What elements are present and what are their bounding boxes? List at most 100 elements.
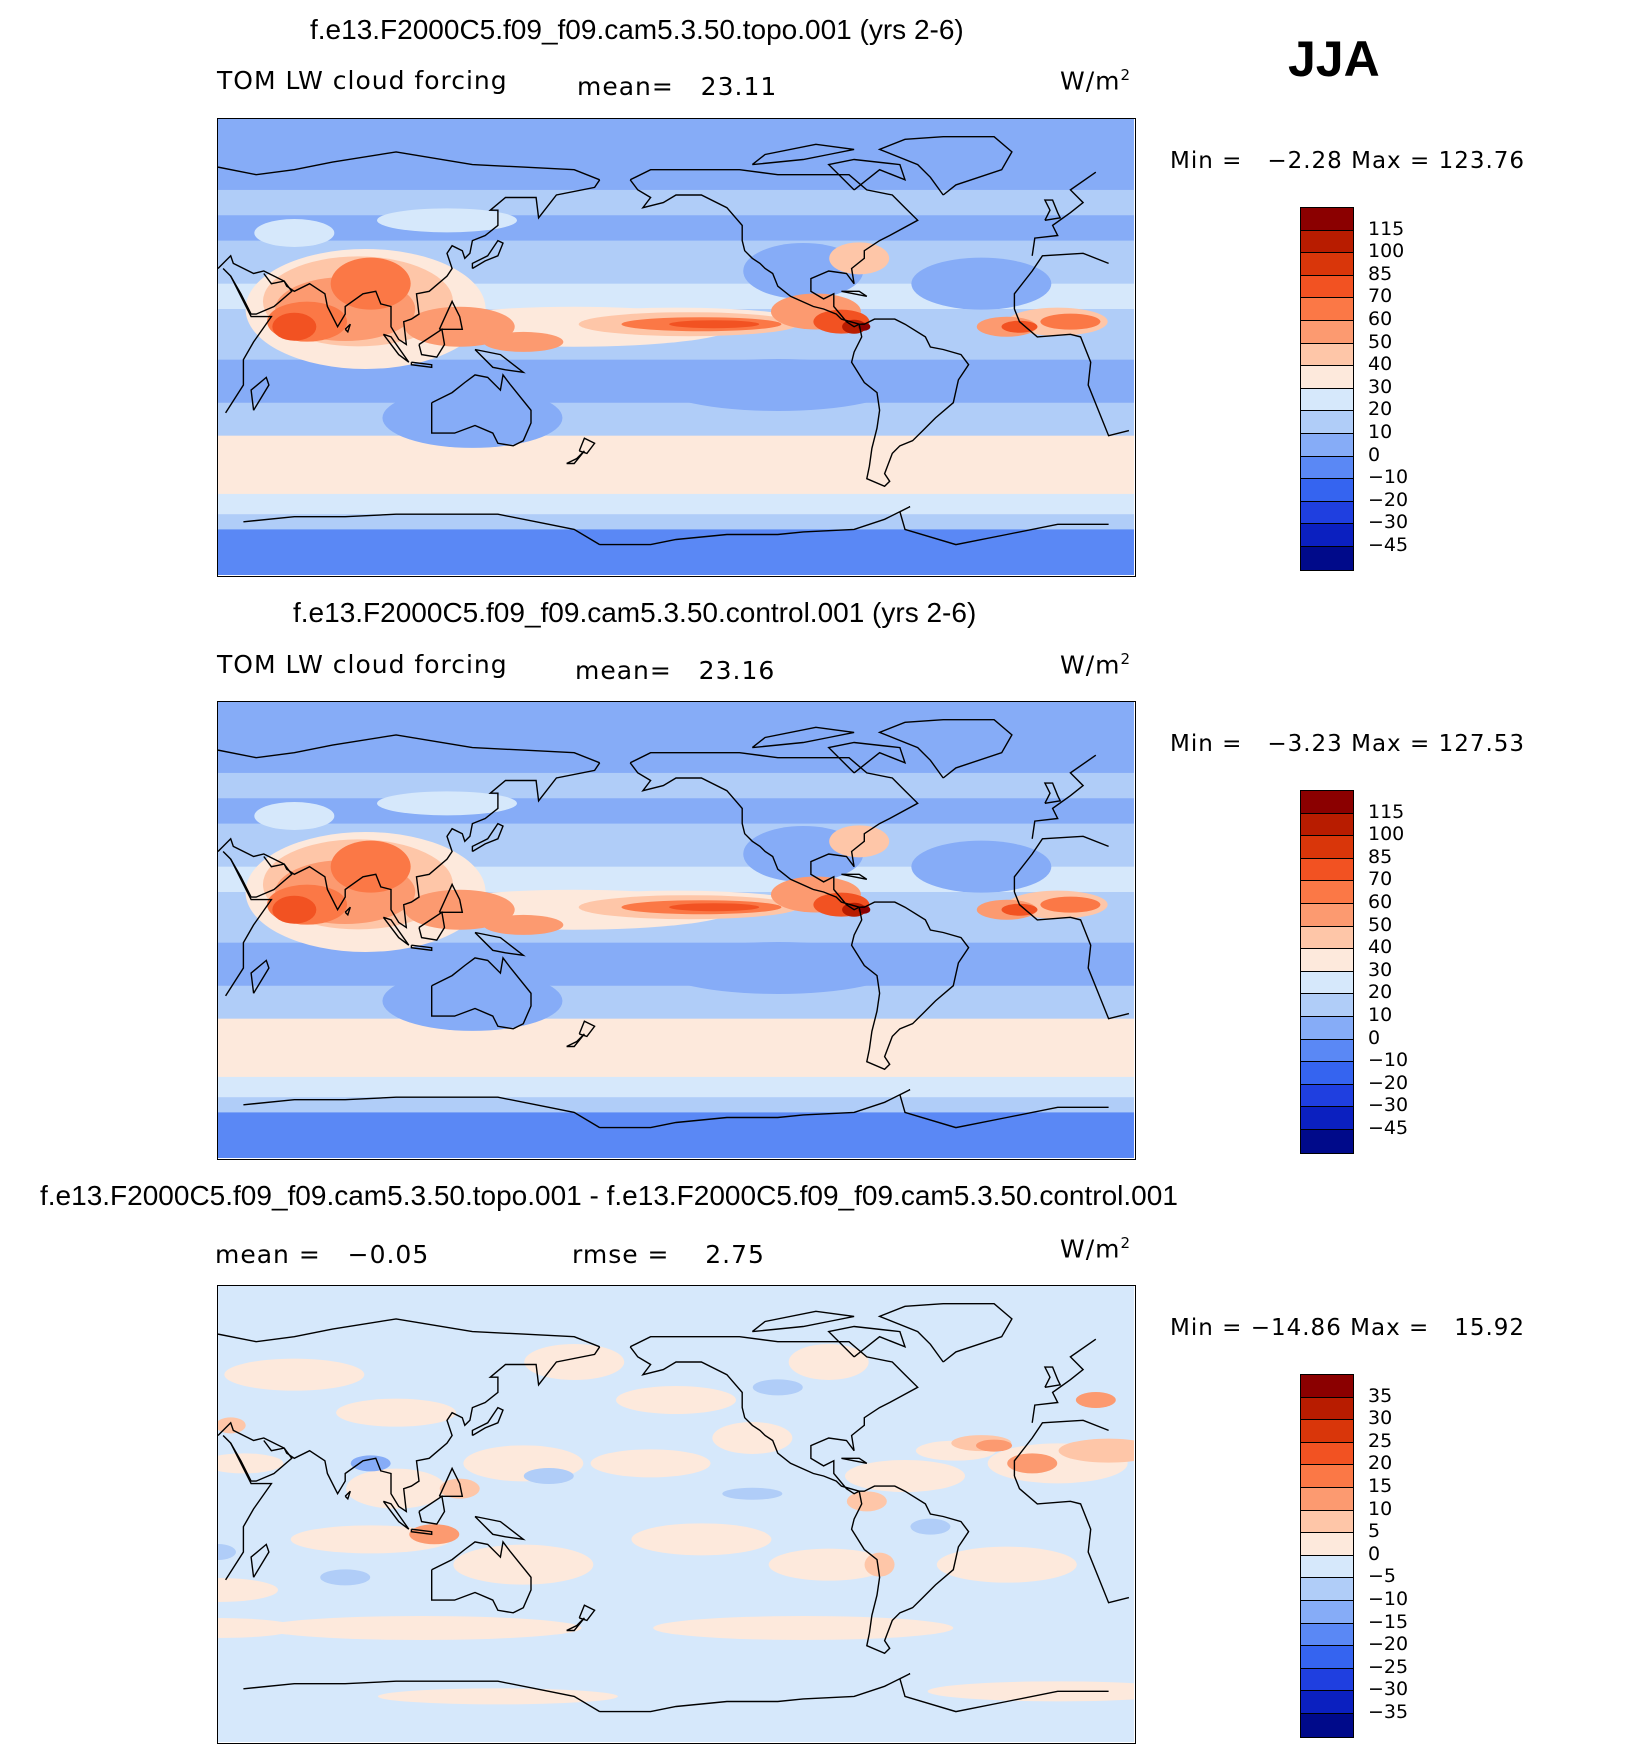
colorbar-tick-label: −20 xyxy=(1368,1633,1409,1656)
colorbar-tick-label: 50 xyxy=(1368,913,1393,936)
colorbar-swatch xyxy=(1301,546,1353,570)
coastline xyxy=(218,1318,1097,1423)
contour-band xyxy=(768,1548,889,1581)
contour-band xyxy=(829,825,890,858)
coastline xyxy=(382,916,410,946)
colorbar-tick-label: −10 xyxy=(1368,1588,1409,1610)
contour-band xyxy=(1040,896,1101,913)
coastline xyxy=(431,956,532,1030)
contour-band xyxy=(218,1097,1134,1113)
colorbar-swatch xyxy=(1301,1691,1353,1714)
coastline xyxy=(474,348,526,374)
contour-band xyxy=(218,702,1134,774)
colorbar-tick-label: −45 xyxy=(1368,534,1409,556)
panel2-title: f.e13.F2000C5.f09_f09.cam5.3.50.control.… xyxy=(293,597,977,628)
coastline xyxy=(751,726,855,749)
coastline xyxy=(841,1457,868,1464)
contour-band xyxy=(218,402,1134,437)
panel3-mean: mean = −0.05 xyxy=(215,1240,430,1269)
colorbar-tick-label: 20 xyxy=(1368,981,1393,1004)
colorbar-swatch xyxy=(1301,1107,1353,1130)
coastline xyxy=(471,822,504,853)
colorbar-swatch xyxy=(1301,813,1353,837)
contour-band xyxy=(653,451,954,471)
coastline xyxy=(827,158,907,191)
panel1-mean: mean= 23.11 xyxy=(577,72,778,101)
colorbar-tick-label: 10 xyxy=(1368,421,1393,443)
contour-band xyxy=(218,1076,1134,1098)
contour-band xyxy=(218,772,1134,799)
contour-band xyxy=(712,1422,793,1454)
contour-band xyxy=(218,215,1134,242)
contour-band xyxy=(590,1449,711,1478)
colorbar-swatch xyxy=(1301,1713,1353,1737)
colorbar-swatch xyxy=(1301,1129,1353,1153)
contour-band xyxy=(1058,1438,1134,1463)
contour-band xyxy=(653,1616,954,1640)
coastline xyxy=(243,1088,1109,1129)
coastline xyxy=(877,136,1013,196)
colorbar-swatch xyxy=(1301,366,1353,389)
coastline xyxy=(578,1604,596,1622)
coastline xyxy=(841,873,868,880)
contour-band xyxy=(846,1491,887,1512)
panel1-units-sup: 2 xyxy=(1120,66,1132,84)
colorbar-tick-label: −35 xyxy=(1368,1701,1409,1723)
coastline xyxy=(250,959,270,994)
panel2-units-sup: 2 xyxy=(1120,650,1132,668)
colorbar-tick-label: 20 xyxy=(1368,398,1393,421)
colorbar-swatch xyxy=(1301,1668,1353,1692)
coastline xyxy=(410,1528,433,1536)
contour-band xyxy=(218,514,1134,530)
contour-band xyxy=(377,1688,618,1705)
panel3-title: f.e13.F2000C5.f09_f09.cam5.3.50.topo.001… xyxy=(40,1180,1178,1211)
contour-band xyxy=(752,1379,803,1396)
contour-band xyxy=(320,1569,371,1586)
colorbar-swatch xyxy=(1301,1510,1353,1534)
contour-band xyxy=(218,1618,298,1638)
contour-band xyxy=(657,942,898,994)
contour-band xyxy=(382,970,563,1031)
colorbar-tick-label: 0 xyxy=(1368,443,1381,466)
colorbar-swatch xyxy=(1301,836,1353,859)
colorbar-swatch xyxy=(1301,275,1353,299)
colorbar-tick-label: 60 xyxy=(1368,308,1393,330)
coastline xyxy=(218,179,601,346)
colorbar-tick-label: 85 xyxy=(1368,262,1393,285)
coastline xyxy=(250,376,270,411)
colorbar-swatch xyxy=(1301,1375,1353,1398)
colorbar-swatch xyxy=(1301,1600,1353,1624)
colorbar-swatch xyxy=(1301,388,1353,412)
contour-band xyxy=(829,242,890,275)
contour-band xyxy=(336,1398,457,1427)
coastline xyxy=(418,328,446,358)
contour-band xyxy=(976,1439,1013,1452)
coastline xyxy=(850,901,970,1071)
colorbar-swatch xyxy=(1301,433,1353,457)
coastline xyxy=(344,906,351,917)
panel3-units: W/m2 xyxy=(1060,1234,1131,1263)
coastline xyxy=(629,752,919,911)
panel2-units-base: W/m xyxy=(1060,650,1121,680)
coastline xyxy=(751,143,855,166)
panel2-colorbar xyxy=(1300,790,1354,1154)
coastline xyxy=(1043,1366,1062,1388)
colorbar-tick-label: 30 xyxy=(1368,375,1393,398)
colorbar-tick-label: −20 xyxy=(1368,488,1409,511)
panel1-variable: TOM LW cloud forcing xyxy=(217,66,508,95)
coastline xyxy=(438,882,464,913)
contour-band xyxy=(377,208,517,233)
coastline xyxy=(230,1440,293,1482)
coastline xyxy=(418,1495,446,1525)
contour-band xyxy=(254,802,335,830)
coastline xyxy=(566,1033,585,1048)
contour-band xyxy=(330,840,411,893)
colorbar-swatch xyxy=(1301,1465,1353,1488)
panel3-minmax: Min = −14.86 Max = 15.92 xyxy=(1170,1315,1526,1341)
coastline xyxy=(578,437,596,455)
colorbar-tick-label: 50 xyxy=(1368,330,1393,353)
panel2-map xyxy=(217,701,1136,1160)
panel2-map-svg xyxy=(218,702,1134,1158)
colorbar-swatch xyxy=(1301,1646,1353,1669)
colorbar-swatch xyxy=(1301,320,1353,344)
